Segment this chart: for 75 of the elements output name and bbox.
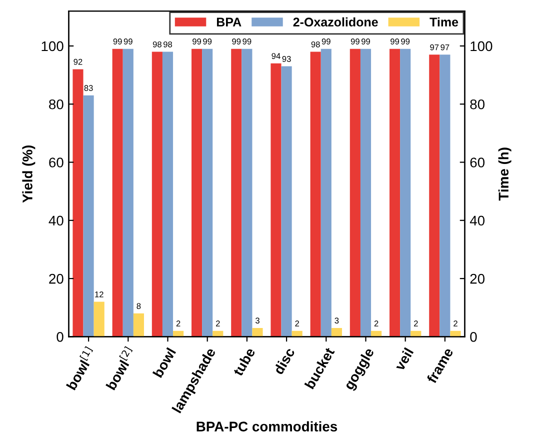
data-label: 98: [164, 41, 172, 48]
data-label: 94: [272, 53, 280, 59]
y-tick-label: 40: [48, 216, 64, 226]
bar: [281, 66, 292, 337]
y2-tick-label: 80: [470, 99, 485, 110]
bar: [192, 48, 202, 337]
data-label: 99: [390, 38, 400, 44]
y-tick-label: 60: [49, 158, 64, 168]
bar: [310, 52, 321, 337]
bar: [83, 95, 94, 337]
bar: [94, 302, 104, 337]
bar: [162, 52, 174, 337]
x-tick-label: veil: [394, 347, 414, 372]
bar: [152, 52, 162, 337]
legend-label: Time: [430, 17, 458, 27]
bar: [320, 48, 332, 337]
data-label: 99: [362, 38, 370, 44]
data-label: 99: [124, 38, 132, 44]
data-label: 98: [311, 41, 320, 48]
y-tick-label: 100: [42, 41, 64, 52]
y2-tick-label: 0: [470, 332, 477, 342]
y-tick-label: 20: [49, 274, 64, 284]
bar: [202, 48, 213, 337]
y2-tick-label: 60: [470, 158, 485, 168]
data-label: 99: [232, 38, 241, 44]
bar: [242, 48, 252, 337]
data-label: 83: [84, 85, 93, 91]
data-label: 99: [401, 38, 410, 44]
x-tick-label: bowl$^{[1]}$: [64, 346, 97, 390]
data-label: 8: [136, 303, 141, 309]
data-label: 99: [192, 38, 202, 44]
bar: [72, 69, 84, 337]
data-label: 99: [350, 38, 360, 44]
y2-tick-label: 100: [470, 41, 492, 52]
x-tick-label: bowl$^{[2]}$: [103, 346, 136, 390]
data-label: 3: [334, 318, 339, 324]
data-label: 93: [282, 56, 291, 62]
data-label: 2: [295, 320, 300, 326]
bar: [350, 48, 360, 337]
data-label: 2: [176, 320, 180, 326]
data-label: 99: [242, 38, 252, 44]
data-label: 92: [74, 58, 82, 65]
bar: [270, 63, 282, 337]
x-axis-title: BPA-PC commodities: [196, 421, 338, 432]
y2-axis-title: Time (h): [498, 148, 512, 201]
data-label: 98: [152, 41, 162, 48]
y-axis-title: Yield (%): [22, 146, 36, 203]
data-label: 99: [203, 38, 212, 44]
data-label: 99: [322, 38, 330, 44]
bar: [252, 328, 263, 337]
data-label: 99: [113, 38, 122, 44]
y2-tick-label: 20: [470, 274, 485, 284]
bar: [122, 48, 134, 337]
bar: [390, 48, 400, 337]
bar: [360, 48, 372, 337]
y-tick-label: 0: [56, 332, 64, 342]
data-label: 2: [374, 320, 378, 326]
data-label: 97: [430, 44, 439, 50]
data-label: 97: [440, 44, 450, 50]
data-label: 2: [216, 320, 220, 326]
legend-label: BPA: [216, 18, 242, 26]
bar: [429, 54, 440, 337]
data-label: 2: [414, 320, 418, 326]
bar: [112, 48, 123, 337]
data-label: 2: [454, 320, 458, 326]
bar: [400, 48, 411, 337]
data-label: 3: [256, 318, 260, 324]
data-label: 12: [95, 291, 104, 298]
bar: [440, 54, 450, 337]
y-tick-label: 80: [49, 99, 64, 110]
bar: [331, 328, 342, 337]
bar: [231, 48, 242, 337]
bar: [133, 313, 144, 337]
legend-label: 2-Oxazolidone: [293, 17, 378, 27]
y2-tick-label: 40: [470, 216, 485, 226]
